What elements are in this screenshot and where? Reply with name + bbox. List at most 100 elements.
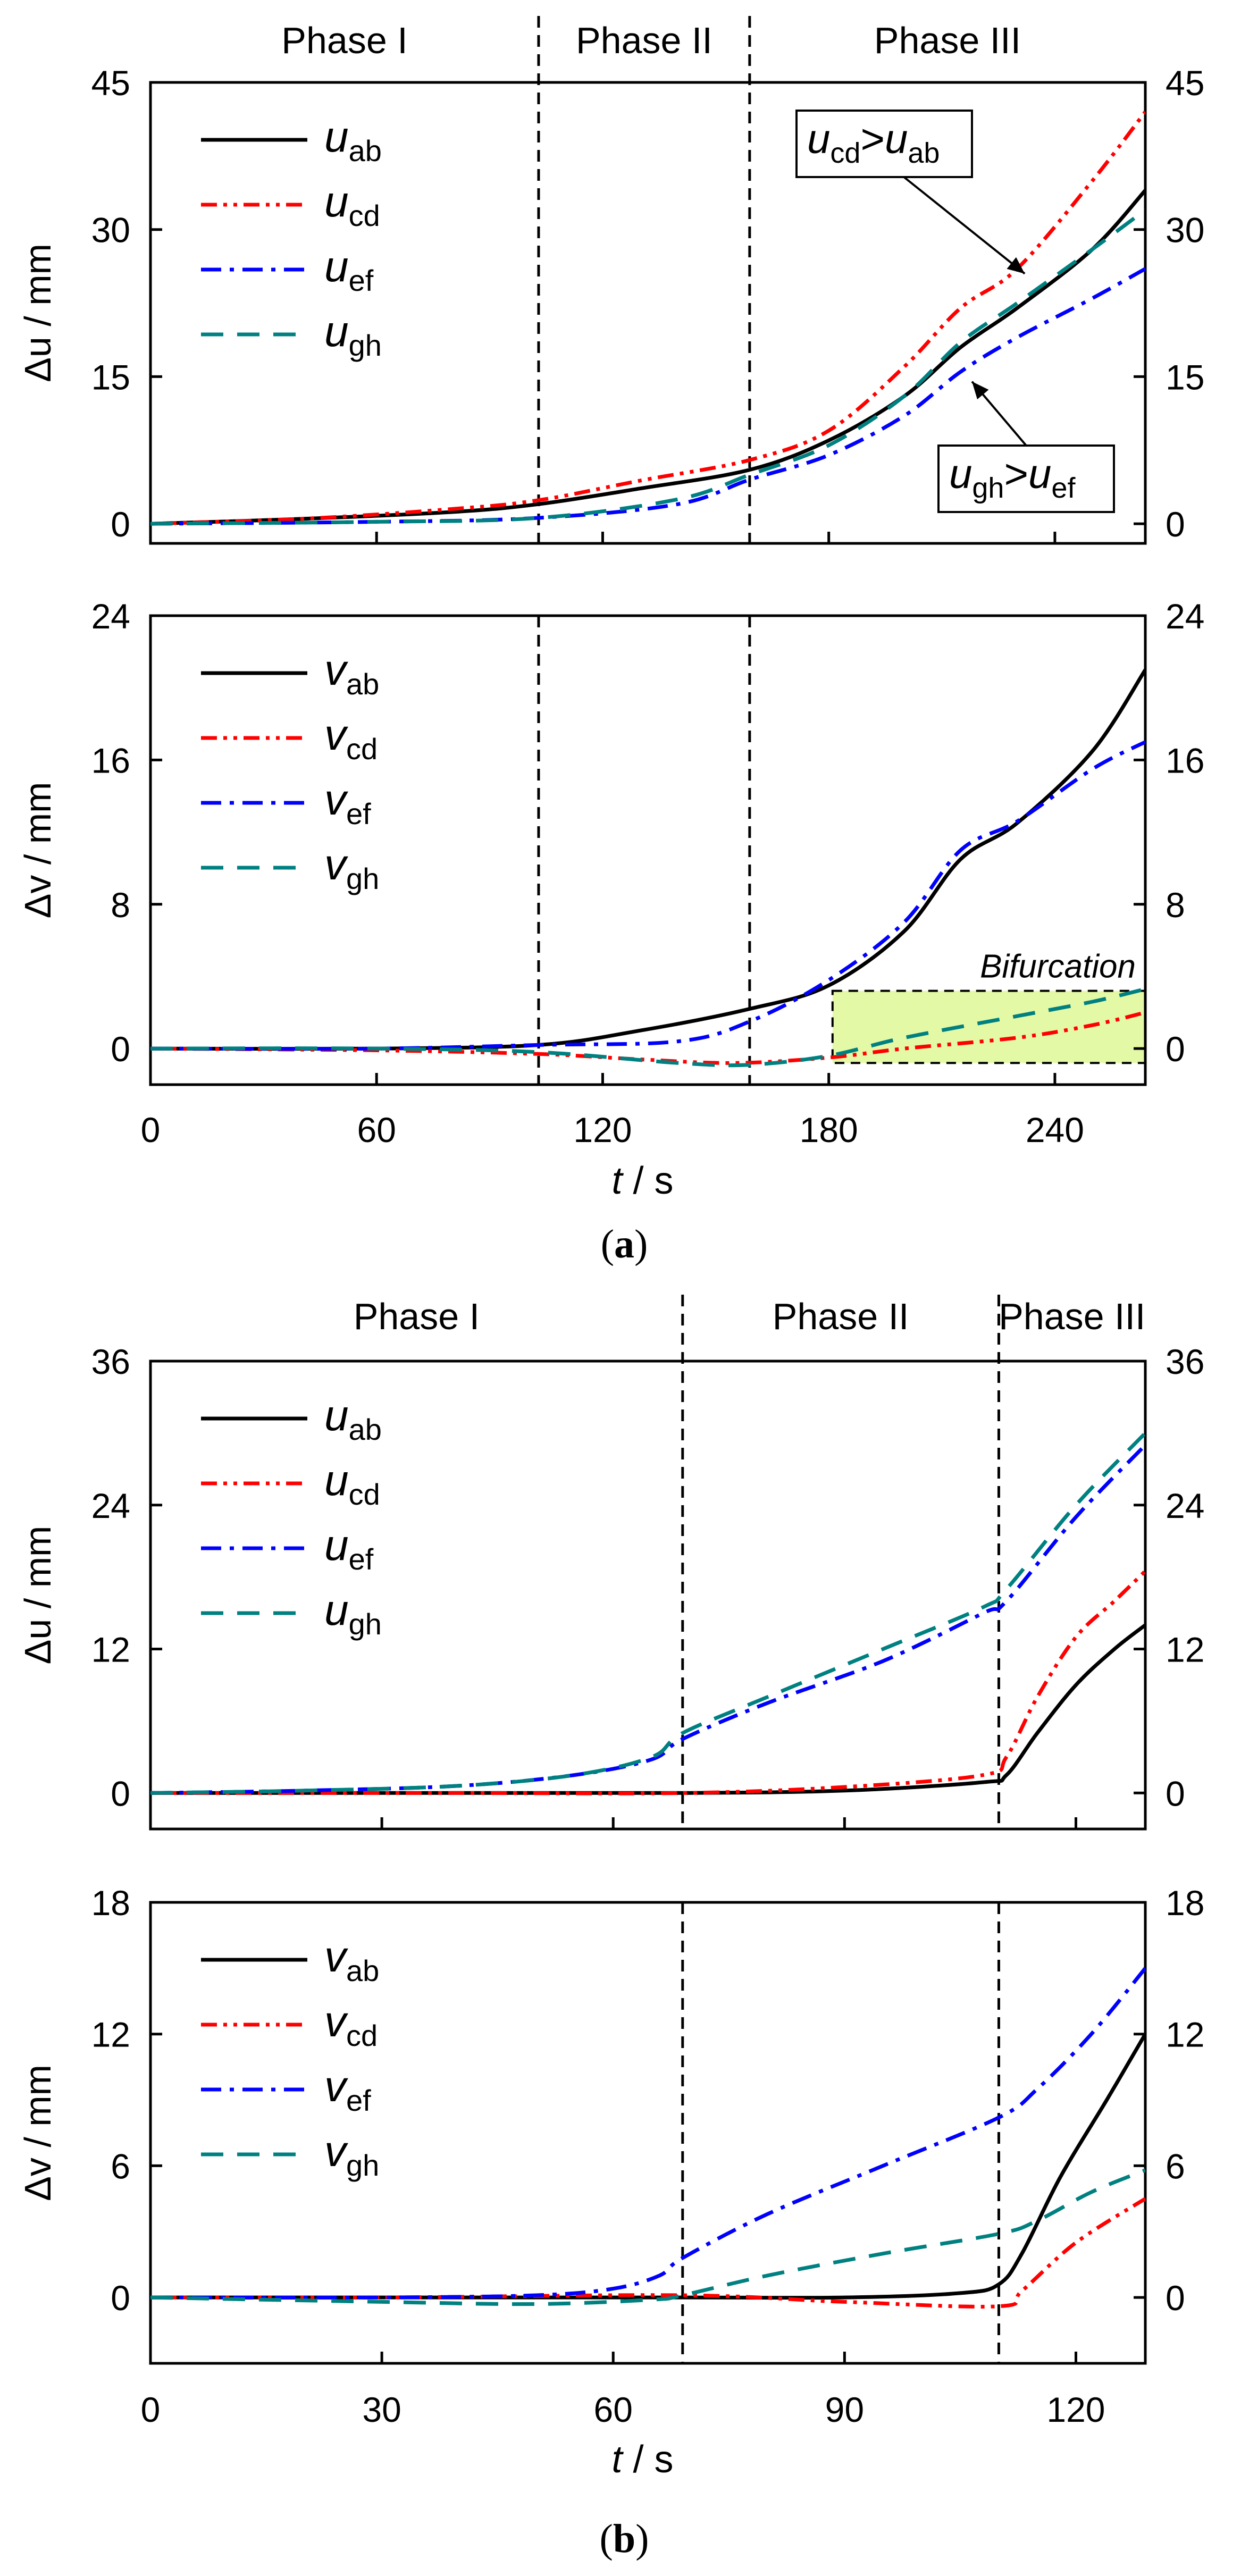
y-tick-label: 8 (111, 885, 130, 925)
series-line-v-gh (150, 987, 1145, 1068)
legend-subscript: ef (349, 264, 374, 297)
legend-var: u (324, 1456, 349, 1505)
annotation-sub: cd (830, 137, 860, 169)
legend-var: v (324, 1933, 348, 1981)
series-line-v-gh (150, 2168, 1145, 2306)
y-tick-label: 36 (91, 1342, 130, 1381)
legend-var: u (324, 1586, 349, 1634)
x-axis-unit: / s (623, 2438, 674, 2481)
y-tick-label: 0 (111, 1774, 130, 1813)
series-group (150, 668, 1145, 1068)
annotation-arrowhead (1007, 257, 1025, 274)
y-tick-label-right: 8 (1166, 885, 1185, 925)
legend-entry: uab (324, 1391, 382, 1446)
annotation-box (937, 444, 1115, 513)
y-tick-label-right: 0 (1166, 505, 1185, 544)
y-tick-label-right: 12 (1166, 2015, 1204, 2054)
y-tick-label-right: 45 (1166, 63, 1204, 103)
x-tick-label: 180 (800, 1110, 858, 1149)
bifurcation-label: Bifurcation (980, 949, 1136, 985)
y-tick-label: 15 (91, 357, 130, 397)
annotation-text: ugh>uef (949, 450, 1076, 504)
legend-subscript: ef (346, 797, 371, 830)
annotation-sub2: ef (1051, 472, 1076, 504)
series-line-u-cd (150, 111, 1145, 526)
panel-b_top: Phase I Phase II Phase III 0 0 12 12 24 24 36 36 Δu… (17, 1295, 1204, 1831)
legend-subscript: ef (349, 1542, 374, 1576)
caption-letter: b (613, 2516, 635, 2561)
legend-var: v (324, 646, 348, 694)
caption-close: ) (634, 1222, 648, 1266)
series-line-u-gh (150, 208, 1145, 526)
legend-subscript: gh (346, 2149, 379, 2182)
axes-frame (149, 81, 1147, 545)
y-tick-label: 24 (91, 1486, 130, 1525)
panel-a-caption: (a) (601, 1222, 648, 1266)
caption-open: ( (601, 1222, 614, 1266)
axes-frame (149, 1901, 1147, 2365)
legend-entry: ucd (324, 1456, 380, 1511)
legend-entry: uef (324, 1521, 374, 1576)
panel-a_top: Phase I Phase II Phase III 0 0 15 15 30 30 45 45 Δu… (17, 16, 1204, 545)
series-line-u-ef (150, 1444, 1145, 1795)
y-tick-label: 18 (91, 1883, 130, 1923)
legend-entry: vef (324, 776, 371, 830)
legend-entry: vgh (324, 841, 379, 895)
annotation-op: > (1004, 450, 1028, 497)
caption-letter: a (614, 1222, 634, 1266)
annotation-arrow (903, 176, 1026, 275)
series-line-v-ab (150, 2033, 1145, 2300)
series-line-v-cd (150, 2197, 1145, 2309)
series-group (150, 1431, 1145, 1795)
legend-var: v (324, 711, 348, 759)
legend-entry: vgh (324, 2127, 379, 2182)
y-tick-label-right: 0 (1166, 2278, 1185, 2318)
legend-subscript: ab (346, 1954, 379, 1987)
x-tick-label: 240 (1026, 1110, 1084, 1149)
legend-var: v (324, 2127, 348, 2176)
legend-var: u (324, 178, 349, 226)
y-tick-label: 0 (111, 2278, 130, 2318)
annotation-box (795, 110, 973, 178)
legend-subscript: cd (346, 732, 378, 766)
legend-subscript: ab (346, 667, 379, 701)
y-tick-label: 16 (91, 741, 130, 780)
annotation-main2: u (885, 115, 908, 162)
phase-label: Phase II (576, 20, 712, 61)
y-tick-label-right: 15 (1166, 357, 1204, 397)
y-tick-label: 12 (91, 2015, 130, 2054)
y-tick-label-right: 18 (1166, 1883, 1204, 1923)
y-tick-label-right: 0 (1166, 1029, 1185, 1069)
x-tick-label: 90 (825, 2390, 864, 2429)
y-tick-label-right: 36 (1166, 1342, 1204, 1381)
legend-var: v (324, 2062, 348, 2111)
series-group (150, 111, 1145, 526)
y-tick-label: 6 (111, 2146, 130, 2186)
series-line-u-ab (150, 1623, 1145, 1795)
y-tick-label-right: 16 (1166, 741, 1204, 780)
x-tick-label: 120 (1046, 2390, 1105, 2429)
y-tick-label-right: 0 (1166, 1774, 1185, 1813)
annotation-sub: gh (972, 472, 1004, 504)
phase-label: Phase I (354, 1296, 480, 1337)
legend-entry: vef (324, 2062, 371, 2117)
series-line-u-gh (150, 1431, 1145, 1795)
y-tick-label: 24 (91, 597, 130, 636)
x-tick-label: 0 (141, 1110, 161, 1149)
axes-frame (149, 1360, 1147, 1831)
legend-subscript: cd (349, 1478, 380, 1511)
y-tick-label-right: 30 (1166, 211, 1204, 250)
caption-open: ( (600, 2516, 613, 2561)
y-tick-label: 0 (111, 505, 130, 544)
legend-entry: uab (324, 113, 382, 167)
legend-subscript: ab (349, 1413, 382, 1446)
y-axis-label: Δv / mm (17, 2065, 58, 2201)
annotation-arrowhead (972, 381, 989, 400)
y-tick-label-right: 6 (1166, 2146, 1185, 2186)
x-tick-label: 30 (362, 2390, 401, 2429)
legend-subscript: gh (349, 1607, 382, 1641)
x-tick-label: 60 (594, 2390, 633, 2429)
y-tick-label-right: 24 (1166, 597, 1204, 636)
